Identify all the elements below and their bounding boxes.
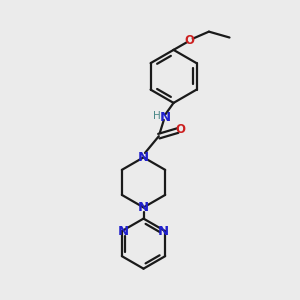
Text: O: O <box>175 123 185 136</box>
Text: O: O <box>185 34 195 47</box>
Text: N: N <box>138 201 149 214</box>
Text: N: N <box>160 110 171 124</box>
Text: N: N <box>138 151 149 164</box>
Text: H: H <box>154 110 161 121</box>
Text: N: N <box>118 225 129 238</box>
Text: N: N <box>158 225 169 238</box>
